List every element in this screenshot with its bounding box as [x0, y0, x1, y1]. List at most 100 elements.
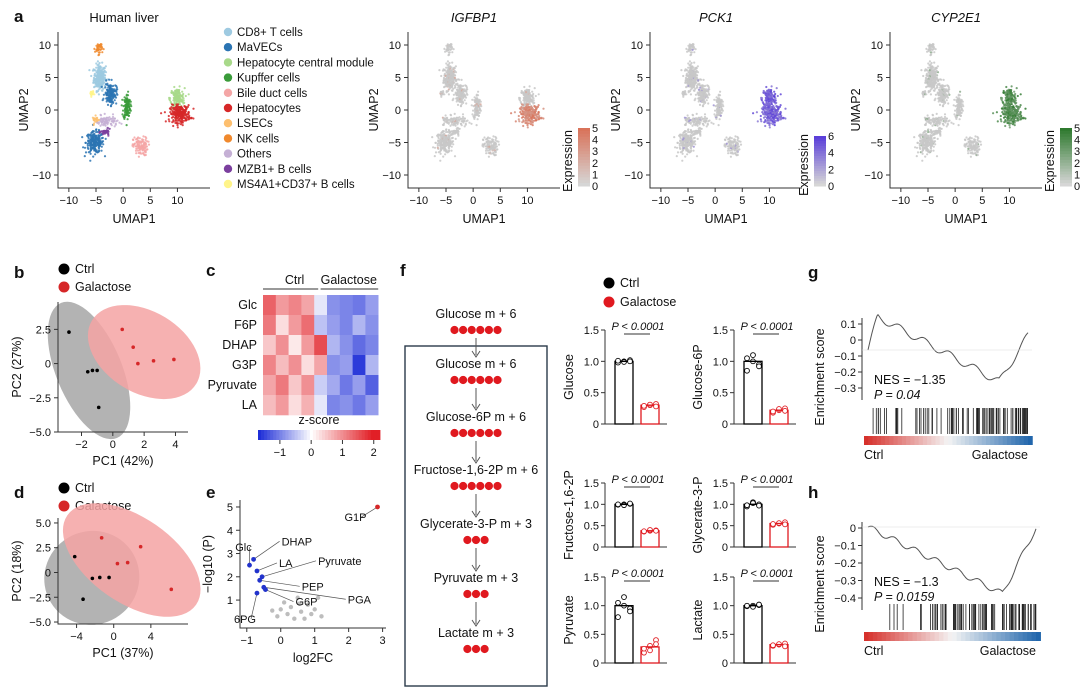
umap-dots	[431, 43, 545, 162]
umap-point	[933, 140, 937, 143]
umap-point	[444, 153, 447, 156]
umap-point	[445, 144, 448, 147]
umap-point	[124, 113, 127, 116]
umap-point	[178, 108, 181, 111]
umap-point	[450, 123, 453, 126]
x-tick-label: 0	[712, 195, 718, 207]
umap-point	[685, 93, 688, 96]
umap-point	[497, 140, 500, 143]
umap-point	[774, 97, 777, 100]
umap-point	[451, 89, 454, 92]
umap-point	[108, 118, 111, 121]
umap-point	[776, 94, 779, 98]
umap-point	[447, 147, 451, 150]
umap-point	[721, 100, 724, 103]
umap-point	[526, 126, 529, 129]
umap-point	[775, 87, 778, 90]
umap-point	[692, 123, 695, 126]
umap-point	[682, 74, 685, 78]
umap-point	[450, 149, 453, 152]
umap-point	[696, 83, 700, 86]
umap-point	[127, 90, 130, 93]
umap-point	[96, 60, 99, 63]
umap-point	[766, 106, 769, 109]
umap-point	[769, 122, 773, 125]
umap-point	[172, 115, 175, 119]
umap-point	[109, 87, 112, 90]
umap-point	[104, 137, 107, 140]
umap-point	[526, 95, 529, 98]
umap-point	[700, 116, 703, 119]
colorbar-step	[578, 180, 590, 184]
umap-point	[147, 140, 150, 143]
umap-point	[113, 99, 116, 102]
umap-point	[935, 74, 938, 77]
umap-point	[135, 152, 138, 155]
umap-point	[444, 117, 447, 120]
colorbar-step	[578, 183, 590, 187]
umap-point	[449, 48, 452, 52]
colorbar-step	[578, 130, 590, 135]
umap-point	[183, 101, 186, 104]
umap-point	[169, 111, 172, 114]
umap-point	[490, 152, 493, 155]
umap-point	[691, 143, 694, 146]
umap-point	[519, 111, 522, 114]
umap-point	[776, 106, 780, 109]
umap-point	[769, 90, 773, 93]
umap-point	[445, 128, 448, 131]
umap-point	[705, 90, 708, 93]
umap-point	[126, 118, 129, 121]
umap-point	[131, 144, 134, 147]
umap-point	[91, 130, 94, 133]
umap-point	[109, 122, 113, 125]
x-tick-label: 0	[952, 195, 958, 207]
y-tick-label: −10	[864, 170, 883, 182]
plot-title: Human liver	[89, 10, 159, 25]
colorbar-tick-label: 3	[592, 146, 598, 158]
umap-point	[100, 69, 103, 72]
colorbar-step	[578, 133, 590, 138]
umap-point	[527, 97, 530, 101]
colorbar-step	[578, 177, 590, 181]
umap-point	[97, 54, 100, 57]
umap-point	[537, 110, 540, 114]
umap-point	[759, 114, 762, 118]
umap-point	[688, 69, 691, 72]
umap-point	[187, 104, 190, 107]
umap-point	[445, 66, 448, 69]
y-axis-label: UMAP2	[367, 88, 381, 131]
umap-point	[104, 86, 107, 89]
umap-point	[675, 155, 678, 158]
umap-point	[784, 117, 787, 120]
umap-point	[127, 114, 130, 117]
umap-point	[687, 149, 690, 152]
umap-point	[441, 140, 444, 143]
umap-point	[705, 119, 708, 122]
umap-point	[167, 114, 170, 118]
umap-point	[111, 113, 115, 116]
umap-point	[457, 91, 460, 94]
umap-point	[476, 118, 479, 121]
umap-point	[95, 144, 98, 147]
umap-point	[121, 98, 124, 101]
umap-point	[920, 69, 923, 72]
y-axis-label: UMAP2	[609, 88, 623, 131]
umap-point	[768, 104, 771, 107]
umap-point	[465, 102, 468, 105]
umap-point	[531, 119, 534, 122]
x-tick-label: 0	[120, 195, 126, 207]
umap-point	[930, 61, 933, 65]
x-tick-label: 10	[521, 195, 533, 207]
umap-point	[174, 121, 177, 125]
umap-point	[681, 159, 684, 162]
umap-point	[733, 148, 736, 151]
y-tick-label: 10	[389, 40, 401, 52]
umap-point	[718, 118, 721, 121]
umap-point	[184, 113, 187, 116]
umap-point	[928, 76, 931, 79]
legend-entry: Bile duct cells	[237, 88, 308, 100]
umap-point	[775, 101, 778, 104]
colorbar-step	[578, 162, 590, 167]
umap-point	[458, 100, 462, 103]
